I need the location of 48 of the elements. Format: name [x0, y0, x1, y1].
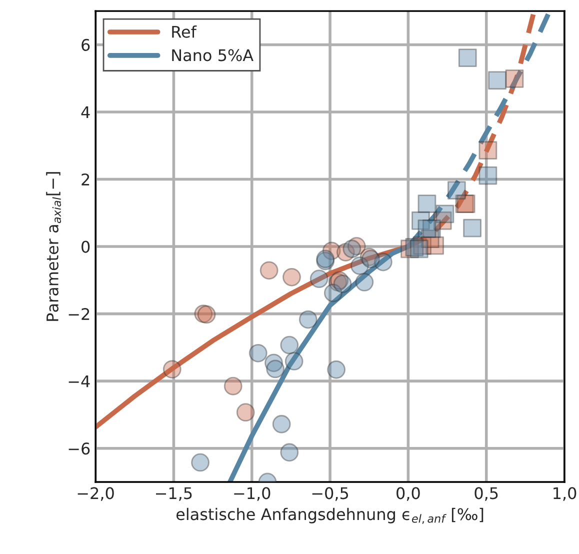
x-tick-label: 0,0 — [396, 487, 420, 501]
y-tick-label: 0 — [82, 240, 90, 253]
point — [282, 268, 301, 286]
x-tick-label: 1,0 — [554, 487, 576, 501]
legend-label: Ref — [172, 25, 197, 38]
point — [197, 305, 216, 324]
point — [310, 270, 328, 288]
point — [418, 220, 436, 238]
point — [248, 344, 268, 362]
point — [327, 360, 346, 379]
x-tick-label: −1,0 — [234, 487, 270, 501]
x-tick-label: −2,0 — [78, 487, 114, 501]
x-axis-title: elastische Anfangsdehnung ϵ$_{el,anf}$ [‰] — [176, 508, 484, 524]
x-tick-label: −0,5 — [312, 487, 348, 501]
point — [463, 218, 482, 238]
point — [342, 240, 362, 258]
point — [436, 204, 454, 224]
y-tick-label: −4 — [68, 375, 90, 388]
point — [266, 360, 285, 378]
point — [333, 274, 352, 294]
point — [298, 310, 318, 329]
y-tick-label: 4 — [81, 106, 90, 118]
point — [410, 240, 428, 258]
point — [447, 181, 466, 200]
y-tick-label: −6 — [68, 442, 90, 455]
point — [284, 352, 304, 370]
x-tick-label: 0,5 — [474, 487, 498, 501]
point — [280, 443, 299, 462]
x-tick-label: −1,5 — [156, 487, 192, 501]
point — [355, 272, 374, 292]
point — [478, 166, 498, 185]
point — [488, 71, 507, 90]
legend-label: Nano 5%A — [172, 49, 254, 62]
point — [478, 141, 498, 160]
y-tick-label: −2 — [68, 308, 90, 320]
point — [505, 69, 524, 88]
point — [418, 194, 436, 214]
y-axis-title: Parameter a$_{axial}$[−] — [46, 172, 62, 321]
point — [236, 403, 255, 422]
point — [280, 336, 299, 354]
point — [458, 48, 477, 68]
point — [272, 414, 291, 434]
y-tick-label: 6 — [82, 38, 90, 52]
point — [162, 360, 182, 378]
point — [224, 376, 242, 396]
point — [260, 261, 278, 280]
point — [191, 453, 210, 472]
y-tick-label: 2 — [82, 173, 90, 186]
